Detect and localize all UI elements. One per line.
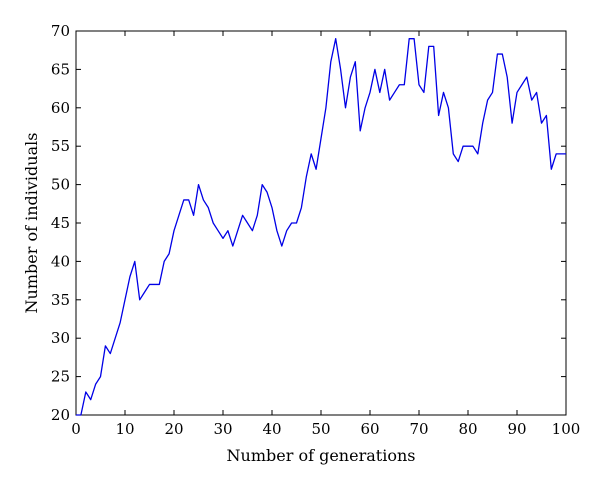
y-tick-label: 55 [51,137,70,155]
y-tick-label: 25 [51,368,70,386]
x-axis-label: Number of generations [227,446,416,465]
y-tick-label: 30 [51,329,70,347]
x-tick-label: 0 [71,420,81,438]
x-tick-label: 80 [458,420,477,438]
y-axis-label: Number of individuals [22,133,41,314]
x-tick-label: 20 [164,420,183,438]
y-tick-label: 65 [51,60,70,78]
y-tick-label: 20 [51,406,70,424]
y-tick-label: 50 [51,176,70,194]
x-tick-label: 30 [213,420,232,438]
tick-labels: 0 10 20 30 40 50 60 70 80 90 100 20 25 30 35 40 45 50 55 60… [51,22,580,438]
axis-ticks [75,30,567,416]
x-tick-label: 40 [262,420,281,438]
y-tick-label: 60 [51,99,70,117]
x-tick-label: 60 [360,420,379,438]
x-tick-label: 100 [552,420,581,438]
x-tick-label: 90 [507,420,526,438]
y-tick-label: 35 [51,291,70,309]
y-tick-label: 45 [51,214,70,232]
y-tick-label: 40 [51,252,70,270]
x-tick-label: 10 [115,420,134,438]
x-tick-label: 50 [311,420,330,438]
series-line [76,38,566,416]
y-tick-label: 70 [51,22,70,40]
x-tick-label: 70 [409,420,428,438]
